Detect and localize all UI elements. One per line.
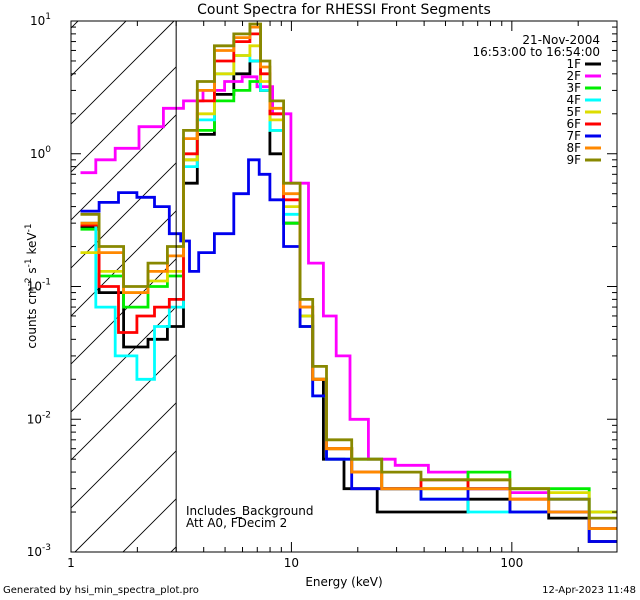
series-9F [80,22,617,520]
legend-label-5F: 5F [566,105,581,119]
x-tick-label: 10 [284,556,299,570]
date-label: 21-Nov-2004 [522,33,600,47]
chart-title: Count Spectra for RHESSI Front Segments [197,2,491,18]
x-axis-label: Energy (keV) [305,575,382,589]
series-8F [80,25,617,530]
annotation-line-2: Att A0, FDecim 2 [186,516,287,530]
annotation-line-1: Includes_Background [186,504,314,518]
legend-label-1F: 1F [566,57,581,71]
legend-label-6F: 6F [566,117,581,131]
legend-label-3F: 3F [566,81,581,95]
series-group [80,22,617,543]
legend-label-2F: 2F [566,69,581,83]
y-tick-label: 10-2 [27,410,51,426]
y-label-counts: counts cm [25,286,39,348]
footer-generated-by: Generated by hsi_min_spectra_plot.pro [3,585,199,596]
hatch-line [71,21,175,125]
footer-timestamp: 12-Apr-2023 11:48 [542,585,636,596]
y-axis-label: counts cm-2 s-1 keV-1 [24,223,39,348]
series-7F [80,158,617,543]
x-tick-label: 1 [67,556,75,570]
legend-label-7F: 7F [566,129,581,143]
legend-label-4F: 4F [566,93,581,107]
series-1F [80,59,617,543]
y-tick-label: 101 [30,12,51,28]
y-tick-label: 10-1 [27,278,51,294]
series-5F [80,44,617,514]
legend-label-8F: 8F [566,141,581,155]
time-range-label: 16:53:00 to 16:54:00 [473,45,600,59]
series-2F [80,75,617,530]
y-tick-label: 100 [30,145,51,161]
axis-ticks: 1 10 100 10-3 10-2 10-1 100 101 [27,12,618,570]
hatch-line [71,66,177,173]
legend-label-9F: 9F [566,153,581,167]
hatch-line [71,402,177,509]
x-tick-label: 100 [500,556,523,570]
hatch-line [74,450,177,552]
y-tick-label: 10-3 [27,543,51,559]
